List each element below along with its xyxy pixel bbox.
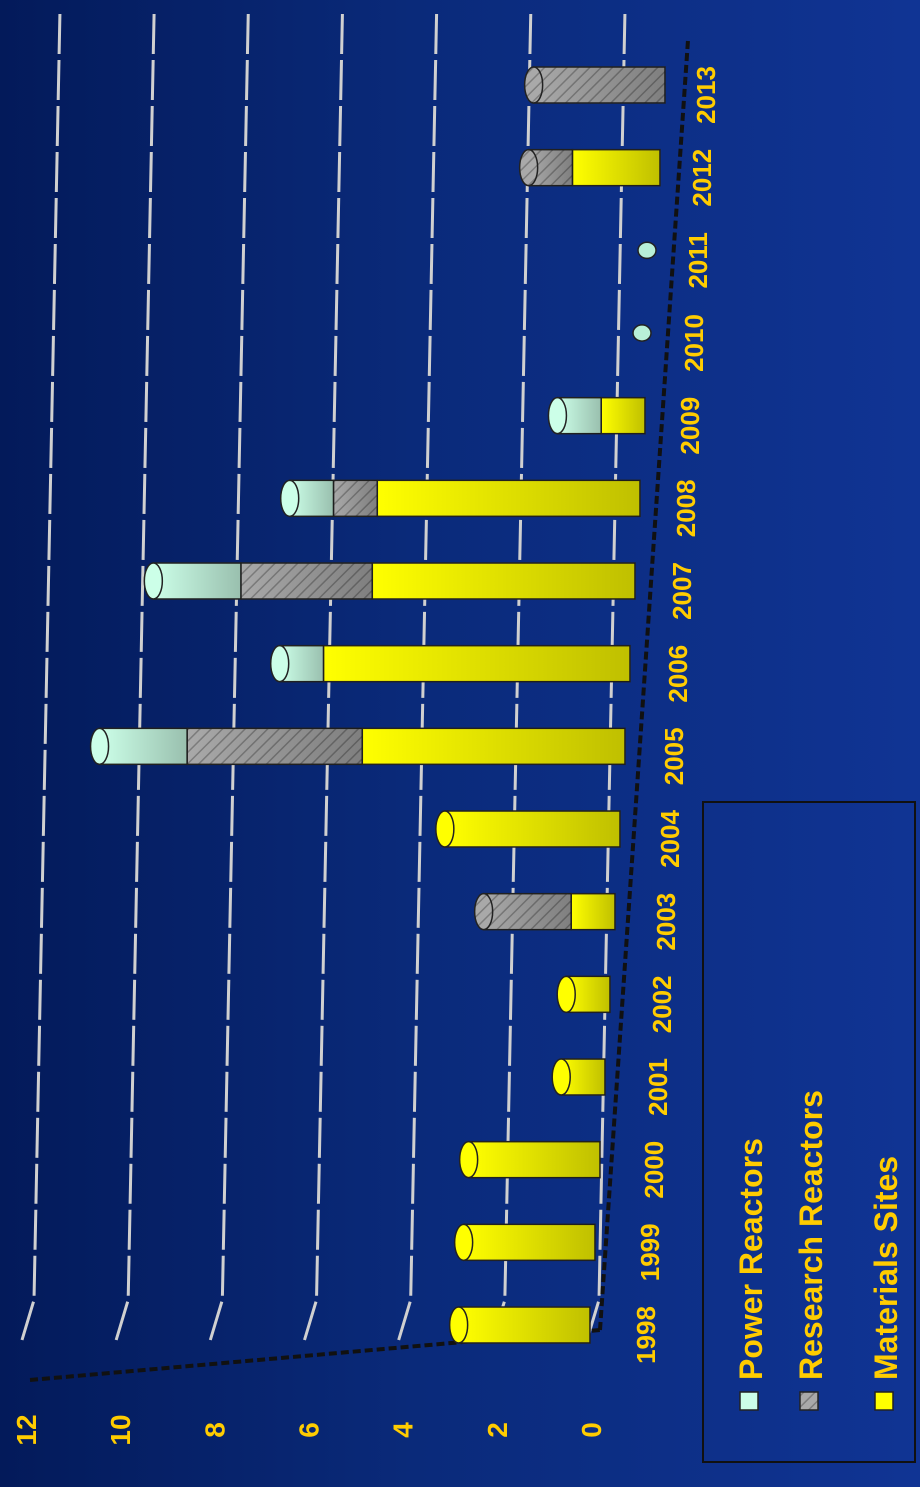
gridline <box>397 9 439 1341</box>
legend-box <box>702 801 916 1463</box>
y-tick-8: 8 <box>199 1422 230 1438</box>
gridline <box>208 9 250 1341</box>
y-tick-0: 0 <box>576 1422 607 1438</box>
legend-label-power-reactors: Power Reactors <box>733 1138 769 1380</box>
gridline <box>114 9 156 1341</box>
bar-cap-2000 <box>458 1140 479 1179</box>
x-tick-2011: 2011 <box>683 232 713 288</box>
bar-shade-2006 <box>323 645 630 682</box>
bar-shade-2003 <box>483 893 572 930</box>
gridline <box>20 9 62 1341</box>
bar-empty-2011 <box>637 241 657 260</box>
x-tick-2012: 2012 <box>687 149 717 207</box>
y-tick-6: 6 <box>294 1422 325 1438</box>
x-tick-2013: 2013 <box>691 66 721 124</box>
legend-label-materials-sites: Materials Sites <box>868 1156 904 1380</box>
legend-swatch-power-reactors <box>739 1391 759 1411</box>
bar-shade-2005 <box>362 728 625 765</box>
bar-shade-2005 <box>187 728 363 765</box>
y-tick-10: 10 <box>105 1414 136 1445</box>
bar-cap-2006 <box>269 644 290 683</box>
x-tick-2000: 2000 <box>639 1141 669 1199</box>
legend-label-research-reactors: Research Reactors <box>793 1090 829 1380</box>
x-tick-1999: 1999 <box>635 1223 665 1281</box>
bar-cap-2008 <box>279 479 300 518</box>
bar-cap-1999 <box>453 1223 474 1262</box>
bar-shade-2008 <box>333 480 378 517</box>
bar-empty-2010 <box>632 324 652 342</box>
x-tick-2004: 2004 <box>655 810 685 868</box>
bar-shade-2007 <box>153 563 241 599</box>
bar-cap-2013 <box>523 66 544 104</box>
bar-shade-1998 <box>458 1307 590 1343</box>
axes <box>29 39 690 1382</box>
y-tick-12: 12 <box>11 1414 42 1445</box>
legend: Power Reactors Research Reactors Materials… <box>702 801 916 1463</box>
bar-shade-2004 <box>444 811 620 847</box>
gridline <box>585 9 627 1341</box>
x-tick-2010: 2010 <box>679 314 709 372</box>
bar-cap-2012 <box>518 148 539 187</box>
bar-cap-2003 <box>473 892 494 931</box>
bar-shade-2012 <box>572 149 660 186</box>
x-tick-2005: 2005 <box>659 727 689 785</box>
bar-cap-2001 <box>551 1058 571 1096</box>
y-tick-labels: 0 2 4 6 8 10 12 <box>11 1414 607 1445</box>
bar-shade-2000 <box>468 1141 600 1178</box>
bars <box>89 66 666 1344</box>
bar-shade-2007 <box>372 563 635 599</box>
x-tick-2003: 2003 <box>651 893 681 951</box>
x-tick-2008: 2008 <box>671 479 701 537</box>
bar-shade-1999 <box>463 1224 595 1261</box>
x-tick-2009: 2009 <box>675 397 705 455</box>
bar-shade-2003 <box>571 893 615 930</box>
bar-cap-2009 <box>547 396 568 435</box>
x-tick-2007: 2007 <box>667 562 697 620</box>
y-tick-2: 2 <box>482 1422 513 1438</box>
bar-shade-2009 <box>601 397 645 434</box>
bar-shade-2008 <box>377 480 640 517</box>
bar-shade-2013 <box>533 67 665 103</box>
x-tick-1998: 1998 <box>631 1306 661 1364</box>
bar-cap-2002 <box>556 975 576 1014</box>
bar-cap-2005 <box>89 727 110 766</box>
x-tick-2006: 2006 <box>663 645 693 703</box>
bar-cap-2004 <box>435 810 455 848</box>
bar-cap-1998 <box>448 1306 469 1344</box>
x-tick-labels: 1998 1999 2000 2001 2002 2003 2004 2005 2006 2007… <box>631 66 721 1364</box>
x-tick-2002: 2002 <box>647 975 677 1033</box>
y-tick-4: 4 <box>388 1422 419 1438</box>
gridline <box>303 9 344 1341</box>
legend-swatch-materials-sites <box>874 1391 894 1411</box>
x-tick-2001: 2001 <box>643 1058 673 1116</box>
bar-cap-2007 <box>143 562 164 600</box>
bar-shade-2007 <box>240 563 373 599</box>
legend-swatch-research-reactors <box>799 1391 819 1411</box>
bar-shade-2005 <box>99 728 188 765</box>
